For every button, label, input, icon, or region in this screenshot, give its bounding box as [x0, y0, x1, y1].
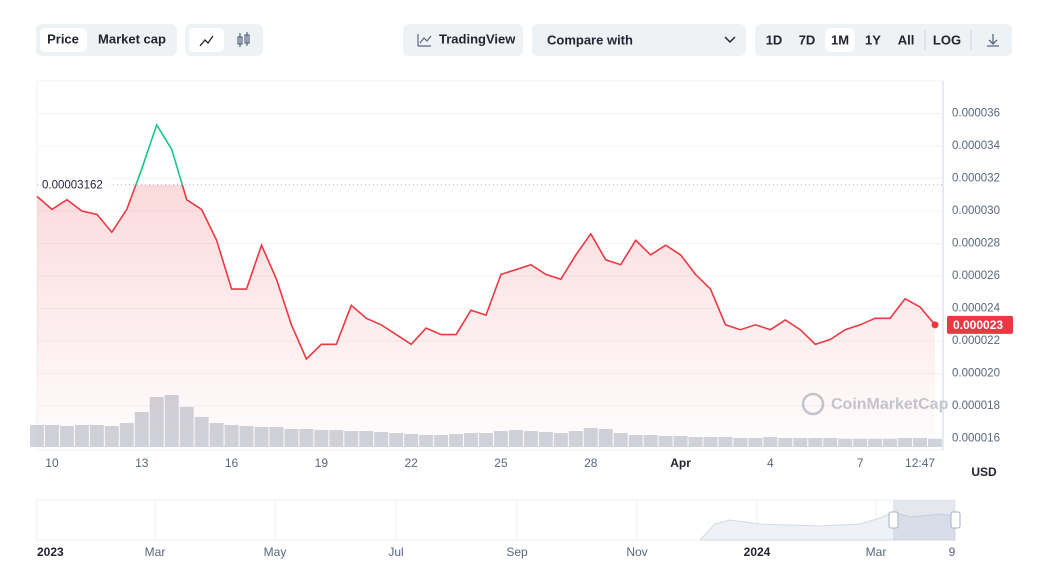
range-active — [825, 28, 855, 52]
navigator-label: Jul — [388, 545, 403, 559]
tradingview-button[interactable] — [403, 24, 523, 56]
price-line-below — [36, 184, 936, 361]
tab[interactable]: Market cap — [98, 31, 166, 46]
watermark-text: CoinMarketCap — [831, 396, 949, 413]
y-tick-label: 0.000028 — [952, 238, 1000, 250]
tab-active — [40, 28, 87, 52]
y-tick-label: 0.000026 — [952, 270, 1000, 282]
range-button[interactable]: All — [898, 32, 915, 47]
y-tick-label: 0.000018 — [952, 400, 1000, 412]
chevron — [724, 36, 736, 44]
navigator-handle[interactable] — [888, 511, 899, 529]
y-tick-label: 0.000024 — [952, 303, 1001, 315]
y-tick-label: 0.000034 — [952, 140, 1001, 152]
tab[interactable]: Price — [47, 31, 79, 46]
last-point — [931, 321, 939, 329]
x-tick-label: 4 — [767, 456, 774, 470]
price-badge — [947, 315, 1013, 334]
range-button[interactable]: 1Y — [865, 32, 881, 47]
chart-type-active[interactable] — [189, 28, 224, 52]
navigator-label: Mar — [145, 545, 166, 559]
range-button[interactable]: 1D — [766, 32, 783, 47]
x-tick-label: 16 — [225, 456, 239, 470]
price-area — [37, 184, 935, 450]
range-group — [755, 24, 1012, 56]
navigator-label: Mar — [866, 545, 887, 559]
reference-label: 0.00003162 — [42, 180, 103, 192]
download-icon[interactable] — [987, 34, 999, 47]
tv-icon — [417, 34, 432, 47]
x-tick-label: Apr — [670, 456, 691, 470]
x-tick-label: 13 — [135, 456, 149, 470]
currency-label: USD — [971, 465, 997, 479]
line-icon — [199, 35, 214, 47]
x-tick-label: 10 — [45, 456, 59, 470]
x-tick-label: 19 — [315, 456, 329, 470]
x-tick-label: 22 — [404, 456, 418, 470]
navigator-window[interactable] — [893, 500, 955, 540]
navigator-label: Sep — [506, 545, 528, 559]
y-tick-label: 0.000032 — [952, 173, 1000, 185]
y-tick-label: 0.000030 — [952, 205, 1000, 217]
navigator-label: 2024 — [744, 545, 771, 559]
tradingview-label[interactable]: TradingView — [439, 31, 516, 46]
x-tick-label: 25 — [494, 456, 508, 470]
navigator-label: May — [264, 545, 287, 559]
log-button[interactable]: LOG — [933, 32, 961, 47]
range-button[interactable]: 1M — [831, 32, 849, 47]
reference-label-bg — [39, 176, 111, 193]
compare-label[interactable]: Compare with — [547, 32, 633, 47]
range-button[interactable]: 7D — [799, 32, 816, 47]
x-tick-label: 28 — [584, 456, 598, 470]
x-tick-label: 12:47 — [905, 456, 935, 470]
navigator-label: 9 — [949, 545, 956, 559]
navigator-label: Nov — [626, 545, 647, 559]
y-tick-label: 0.000036 — [952, 108, 1000, 120]
navigator-label: 2023 — [37, 545, 64, 559]
compare-select[interactable] — [532, 24, 746, 56]
y-tick-label: 0.000016 — [952, 433, 1000, 445]
navigator-handle[interactable] — [950, 511, 961, 529]
watermark-logo — [801, 392, 825, 416]
y-tick-label: 0.000020 — [952, 368, 1000, 380]
y-tick-label: 0.000022 — [952, 335, 1000, 347]
candle-icon[interactable] — [237, 32, 250, 47]
price-badge-label: 0.000023 — [953, 318, 1003, 332]
x-tick-label: 7 — [857, 456, 864, 470]
watermark: CoinMarketCap — [801, 392, 949, 416]
